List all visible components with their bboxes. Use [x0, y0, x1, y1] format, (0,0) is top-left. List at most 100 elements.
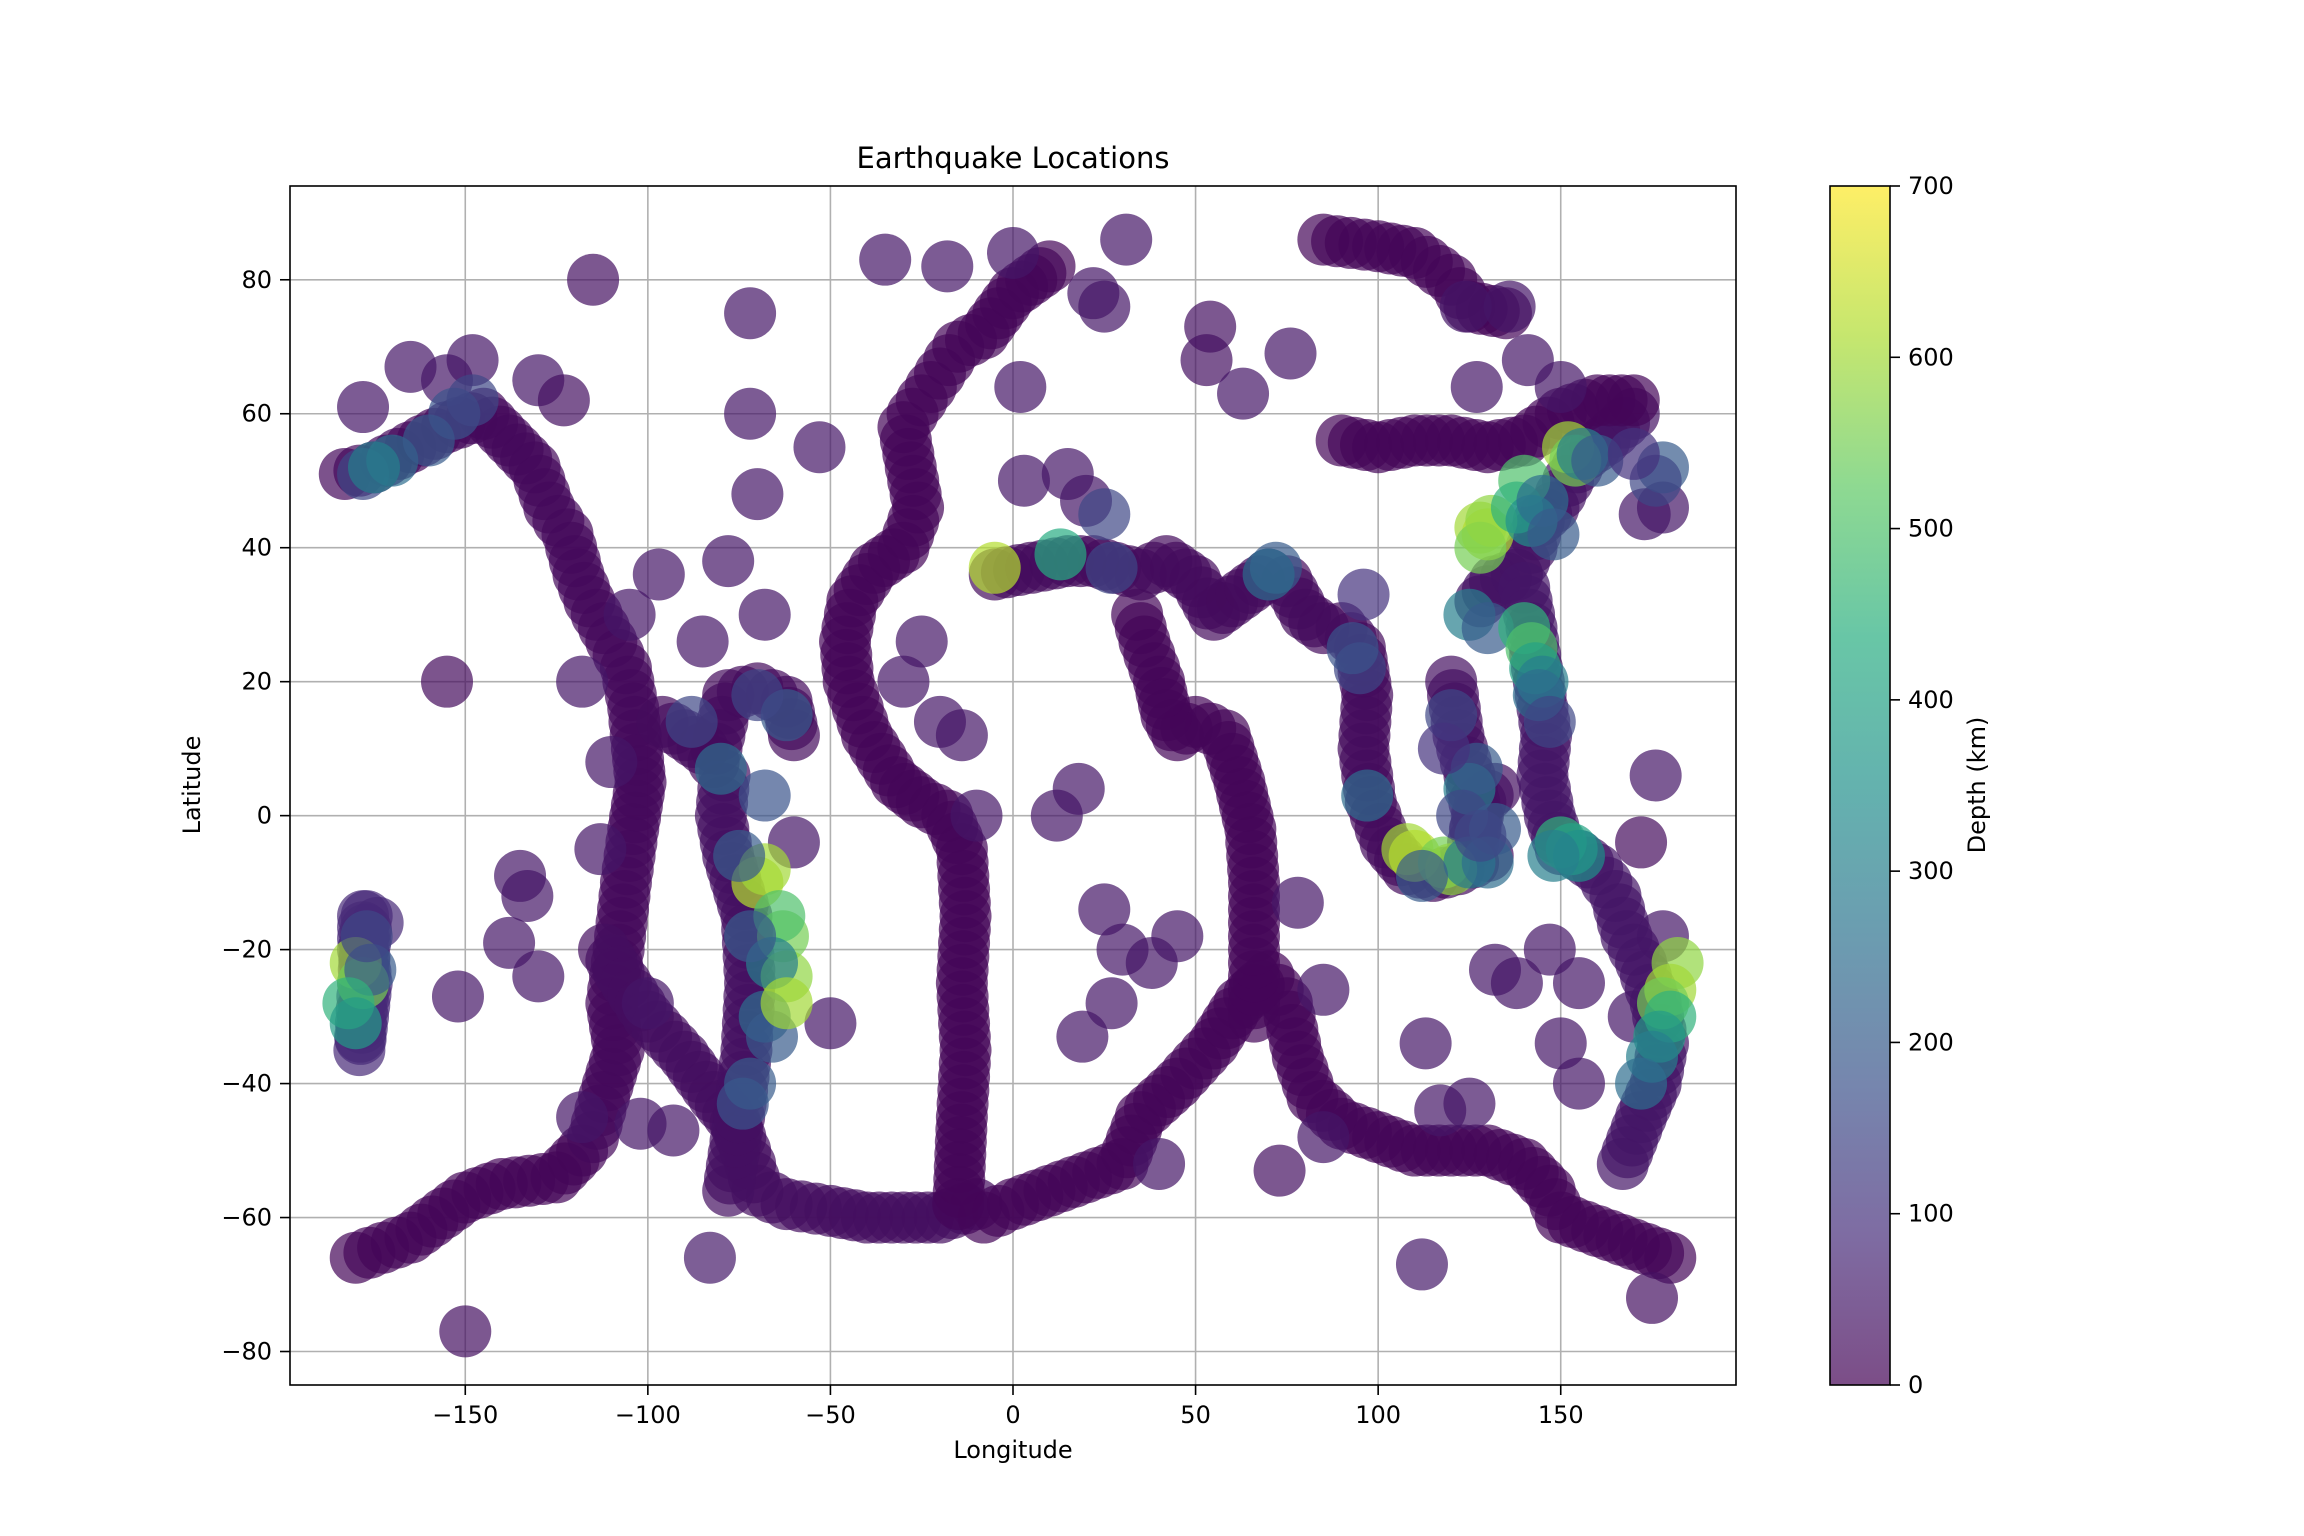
y-axis-label: Latitude: [178, 736, 206, 835]
x-tick-label: −100: [615, 1401, 681, 1429]
earthquake-point: [1297, 1111, 1350, 1164]
earthquake-point: [1527, 829, 1580, 882]
earthquake-point: [483, 916, 536, 969]
earthquake-point: [1180, 334, 1233, 387]
y-axis-ticks: −80 −60 −40 −20 0 20 40 60 80: [221, 266, 290, 1366]
y-tick-label: 40: [241, 534, 272, 562]
chart-title: Earthquake Locations: [857, 141, 1170, 175]
x-tick-label: 0: [1005, 1401, 1020, 1429]
earthquake-point: [632, 548, 685, 601]
earthquake-point: [1527, 508, 1580, 561]
earthquake-point: [1085, 977, 1138, 1030]
earthquake-point: [446, 374, 499, 427]
earthquake-point: [731, 669, 784, 722]
earthquake-point: [1337, 568, 1390, 621]
earthquake-point: [1607, 374, 1660, 427]
earthquake-point: [1264, 327, 1317, 380]
earthquake-point: [621, 977, 674, 1030]
colorbar: [1830, 186, 1890, 1385]
earthquake-point: [760, 977, 813, 1030]
y-tick-label: 80: [241, 266, 272, 294]
earthquake-point: [1133, 1137, 1186, 1190]
earthquake-point: [556, 655, 609, 708]
earthquake-point: [1085, 541, 1138, 594]
earthquake-point: [1523, 695, 1576, 748]
earthquake-point: [1534, 360, 1587, 413]
earthquake-point: [987, 226, 1039, 279]
earthquake-point: [446, 334, 499, 387]
earthquake-point: [997, 454, 1050, 507]
earthquake-point: [724, 287, 777, 340]
y-tick-label: −20: [221, 936, 272, 964]
earthquake-point: [895, 615, 948, 668]
earthquake-point: [347, 441, 400, 494]
colorbar-tick-label: 700: [1908, 172, 1954, 200]
earthquake-point: [702, 535, 755, 588]
earthquake-point: [1629, 749, 1682, 802]
y-tick-label: −60: [221, 1204, 272, 1232]
earthquake-point: [431, 970, 484, 1023]
earthquake-point: [1523, 923, 1576, 976]
earthquake-point: [1417, 722, 1470, 775]
earthquake-point: [1552, 1057, 1605, 1110]
earthquake-point: [1552, 957, 1605, 1010]
earthquake-point: [738, 588, 791, 641]
earthquake-point: [1399, 1017, 1452, 1070]
y-tick-label: −80: [221, 1338, 272, 1366]
earthquake-point: [556, 1091, 609, 1144]
earthquake-point: [1454, 809, 1507, 862]
x-tick-label: 150: [1538, 1401, 1584, 1429]
earthquake-point: [994, 360, 1047, 413]
earthquake-point: [724, 910, 777, 963]
earthquake-point: [329, 997, 382, 1050]
earthquake-point: [793, 421, 846, 474]
data-points: [318, 213, 1704, 1358]
earthquake-point: [1326, 622, 1379, 675]
earthquake-point: [694, 742, 747, 795]
earthquake-point: [724, 387, 777, 440]
x-axis-ticks: −150 −100 −50 0 50 100 150: [432, 1385, 1584, 1429]
earthquake-point: [1450, 360, 1503, 413]
x-tick-label: −50: [805, 1401, 856, 1429]
earthquake-point: [713, 829, 766, 882]
earthquake-point: [537, 374, 590, 427]
earthquake-point: [877, 655, 930, 708]
earthquake-point: [603, 588, 656, 641]
earthquake-point: [1034, 528, 1087, 581]
earthquake-point: [1078, 883, 1131, 936]
colorbar-tick-label: 600: [1908, 343, 1954, 371]
earthquake-point: [439, 1305, 492, 1358]
earthquake-point: [804, 997, 857, 1050]
x-tick-label: 100: [1355, 1401, 1401, 1429]
earthquake-point: [1483, 280, 1536, 333]
colorbar-tick-label: 500: [1908, 515, 1954, 543]
earthquake-point: [738, 769, 791, 822]
earthquake-point: [1615, 816, 1668, 869]
earthquake-point: [421, 655, 474, 708]
earthquake-point: [1534, 1017, 1587, 1070]
earthquake-point: [1297, 963, 1350, 1016]
earthquake-point: [1056, 1010, 1109, 1063]
earthquake-point: [1615, 1057, 1668, 1110]
earthquake-point: [337, 381, 390, 434]
earthquake-point: [1644, 1231, 1697, 1284]
earthquake-point: [1490, 957, 1543, 1010]
y-tick-label: 60: [241, 400, 272, 428]
x-axis-label: Longitude: [953, 1436, 1072, 1464]
earthquake-point: [724, 1057, 777, 1110]
earthquake-point: [665, 695, 718, 748]
colorbar-tick-label: 300: [1908, 857, 1954, 885]
earthquake-point: [859, 233, 912, 286]
earthquake-point: [567, 253, 620, 306]
earthquake-point: [585, 736, 638, 789]
earthquake-point: [731, 468, 784, 521]
earthquake-point: [1439, 280, 1492, 333]
earthquake-point: [921, 240, 974, 293]
earthquake-point: [683, 1231, 736, 1284]
earthquake-point: [1100, 213, 1153, 266]
y-tick-label: 0: [257, 802, 272, 830]
earthquake-point: [1443, 1077, 1496, 1130]
earthquake-point: [1078, 280, 1131, 333]
colorbar-tick-label: 400: [1908, 686, 1954, 714]
